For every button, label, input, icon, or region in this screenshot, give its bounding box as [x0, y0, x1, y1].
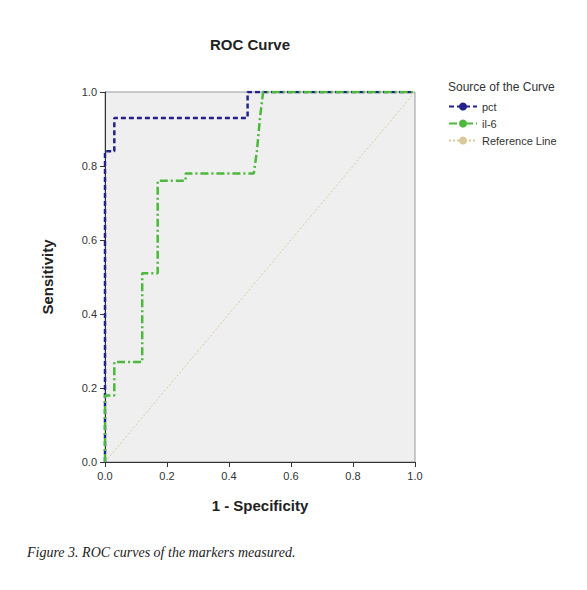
svg-text:0.6: 0.6 — [82, 234, 97, 246]
svg-text:0.6: 0.6 — [283, 470, 298, 482]
svg-text:0.4: 0.4 — [221, 470, 236, 482]
svg-text:1 - Specificity: 1 - Specificity — [212, 497, 309, 514]
svg-text:0.2: 0.2 — [159, 470, 174, 482]
svg-text:0.8: 0.8 — [82, 160, 97, 172]
svg-text:1.0: 1.0 — [407, 470, 422, 482]
svg-text:Sensitivity: Sensitivity — [39, 239, 56, 315]
svg-text:0.4: 0.4 — [82, 308, 97, 320]
svg-text:Source of the Curve: Source of the Curve — [448, 80, 555, 94]
svg-text:pct: pct — [482, 101, 497, 113]
svg-text:0.2: 0.2 — [82, 382, 97, 394]
svg-text:1.0: 1.0 — [82, 86, 97, 98]
svg-text:Reference Line: Reference Line — [482, 135, 557, 147]
svg-text:Figure 3. ROC curves of the ma: Figure 3. ROC curves of the markers meas… — [26, 545, 295, 560]
svg-text:il-6: il-6 — [482, 118, 497, 130]
svg-text:ROC Curve: ROC Curve — [210, 36, 290, 53]
svg-text:0.0: 0.0 — [82, 456, 97, 468]
svg-text:0.8: 0.8 — [345, 470, 360, 482]
svg-text:0.0: 0.0 — [97, 470, 112, 482]
